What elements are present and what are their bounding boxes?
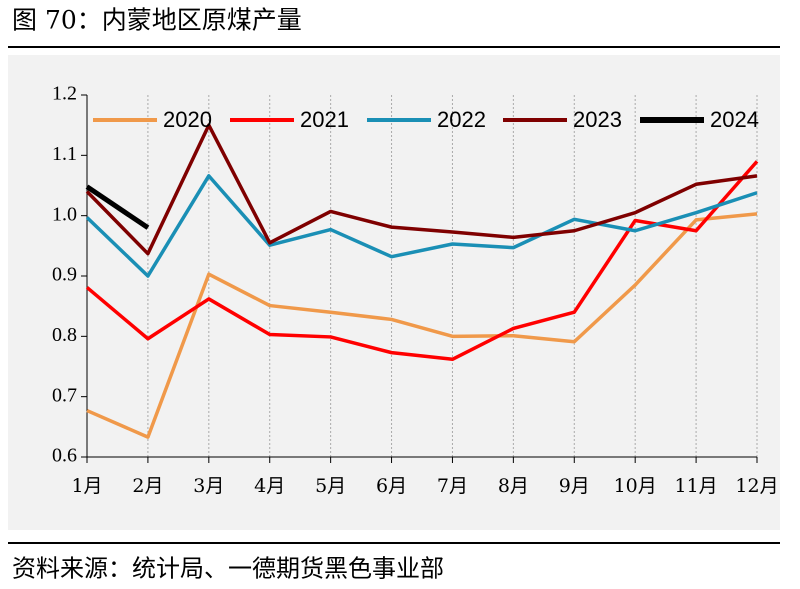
y-tick-label: 1.2 bbox=[52, 83, 77, 105]
x-tick-label: 8月 bbox=[498, 475, 529, 497]
legend-label: 2022 bbox=[437, 107, 486, 132]
legend-label: 2024 bbox=[710, 107, 759, 132]
y-tick-label: 0.9 bbox=[52, 264, 77, 286]
x-tick-label: 5月 bbox=[315, 475, 346, 497]
chart-title: 图 70：内蒙地区原煤产量 bbox=[12, 6, 302, 35]
y-tick-label: 0.8 bbox=[52, 324, 77, 346]
x-tick-label: 7月 bbox=[437, 475, 468, 497]
x-tick-label: 1月 bbox=[71, 475, 102, 497]
legend-label: 2020 bbox=[163, 107, 212, 132]
x-tick-label: 12月 bbox=[735, 475, 778, 497]
source: 资料来源：统计局、一德期货黑色事业部 bbox=[12, 555, 444, 583]
y-tick-label: 0.7 bbox=[52, 384, 77, 406]
x-tick-label: 10月 bbox=[614, 475, 657, 497]
line-series bbox=[85, 184, 150, 230]
x-tick-label: 9月 bbox=[559, 475, 590, 497]
y-tick-label: 1.1 bbox=[52, 143, 77, 165]
x-tick-label: 2月 bbox=[132, 475, 163, 497]
line-series bbox=[85, 174, 758, 278]
legend-label: 2023 bbox=[573, 107, 622, 132]
x-tick-label: 3月 bbox=[193, 475, 224, 497]
y-tick-label: 1.0 bbox=[52, 203, 77, 225]
line-series bbox=[85, 160, 759, 362]
x-tick-label: 4月 bbox=[254, 475, 285, 497]
x-tick-label: 11月 bbox=[674, 475, 717, 497]
x-tick-label: 6月 bbox=[376, 475, 407, 497]
line-series bbox=[86, 212, 758, 439]
y-tick-label: 0.6 bbox=[52, 445, 77, 467]
legend-label: 2021 bbox=[300, 107, 349, 132]
plot-panel bbox=[8, 55, 780, 530]
line-series bbox=[85, 123, 758, 256]
